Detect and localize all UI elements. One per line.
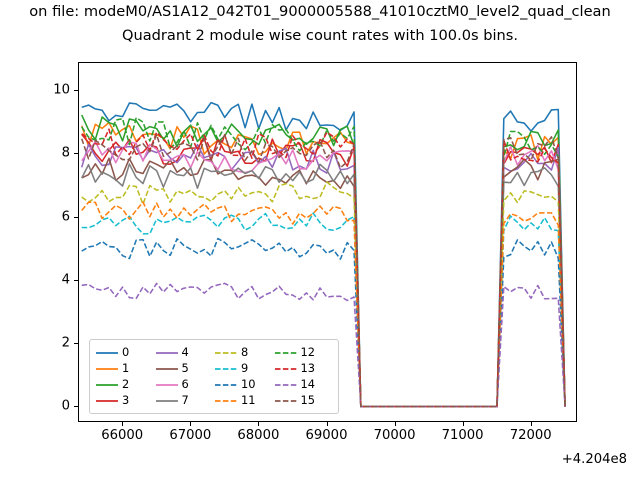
y-tick-mark: [74, 90, 78, 92]
legend-line-swatch-4: [155, 348, 178, 358]
series-canvas: [80, 101, 566, 408]
x-axis-tick-labels: 66000 67000 68000 69000 70000 71000 72000: [78, 428, 577, 450]
y-tick-mark: [74, 279, 78, 281]
y-tick-label: 2: [61, 335, 70, 351]
y-tick-label: 8: [61, 145, 70, 161]
x-tick-label: 71000: [441, 428, 484, 443]
y-axis-tick-labels: 0 2 4 6 8 10: [0, 62, 70, 422]
legend-entry-10[interactable]: 10: [215, 377, 273, 392]
legend-line-swatch-14: [274, 380, 297, 390]
y-tick-mark: [74, 405, 78, 407]
legend-label-13: 13: [300, 360, 316, 375]
legend-label-11: 11: [241, 392, 256, 407]
legend-entry-11[interactable]: 11: [215, 393, 273, 408]
legend-line-swatch-11: [215, 396, 237, 406]
legend-label-4: 4: [181, 344, 189, 359]
legend-entry-5[interactable]: 5: [155, 360, 214, 376]
legend-entry-7[interactable]: 7: [155, 392, 214, 408]
legend-line-swatch-13: [274, 364, 297, 374]
legend-line-swatch-8: [215, 348, 237, 358]
legend-label-2: 2: [122, 376, 130, 391]
legend-label-3: 3: [122, 392, 130, 407]
y-tick-mark: [74, 153, 78, 155]
x-tick-mark: [258, 422, 260, 426]
legend-line-swatch-1: [96, 364, 118, 374]
legend-label-8: 8: [241, 344, 249, 359]
x-tick-mark: [326, 422, 328, 426]
x-tick-mark: [190, 422, 192, 426]
legend-line-swatch-0: [96, 348, 118, 358]
legend-line-swatch-15: [274, 396, 297, 406]
legend-label-14: 14: [300, 376, 316, 391]
legend-line-swatch-5: [155, 364, 178, 374]
x-tick-mark: [530, 422, 532, 426]
x-tick-label: 66000: [101, 428, 144, 443]
y-tick-mark: [74, 216, 78, 218]
y-tick-label: 6: [61, 209, 70, 224]
legend-label-5: 5: [181, 360, 189, 375]
x-tick-label: 72000: [509, 428, 552, 443]
legend-entry-6[interactable]: 6: [155, 376, 214, 392]
legend-line-swatch-9: [215, 364, 237, 374]
legend-entry-14[interactable]: 14: [274, 376, 333, 392]
legend-entry-0[interactable]: 0: [96, 345, 154, 360]
legend-entry-13[interactable]: 13: [274, 360, 333, 376]
x-tick-label: 67000: [169, 428, 212, 443]
x-tick-label: 68000: [237, 428, 280, 443]
legend-line-swatch-12: [274, 348, 297, 358]
figure-suptitle: on file: modeM0/AS1A12_042T01_9000005588…: [29, 3, 611, 20]
chart-legend[interactable]: 0 1 2 3 4 5 6 7 8 9 10 11 12 13 14 15: [89, 339, 339, 414]
legend-label-0: 0: [122, 344, 130, 359]
legend-label-6: 6: [181, 376, 189, 391]
legend-label-1: 1: [122, 360, 130, 375]
legend-line-swatch-2: [96, 380, 118, 390]
legend-entry-9[interactable]: 9: [215, 361, 273, 376]
legend-line-swatch-7: [155, 396, 178, 406]
legend-label-7: 7: [181, 392, 189, 407]
legend-entry-3[interactable]: 3: [96, 393, 154, 408]
x-tick-mark: [462, 422, 464, 426]
legend-line-swatch-6: [155, 380, 178, 390]
legend-label-9: 9: [241, 360, 249, 375]
x-axis-offset-text: +4.204e8: [561, 452, 627, 467]
legend-entry-15[interactable]: 15: [274, 392, 333, 408]
y-tick-label: 10: [53, 82, 70, 98]
legend-entry-8[interactable]: 8: [215, 345, 273, 360]
legend-entry-4[interactable]: 4: [155, 344, 214, 360]
legend-entry-2[interactable]: 2: [96, 377, 154, 392]
x-tick-label: 69000: [305, 428, 348, 443]
series-line-15: [80, 133, 566, 408]
legend-entry-12[interactable]: 12: [274, 344, 333, 360]
x-tick-mark: [394, 422, 396, 426]
legend-line-swatch-3: [96, 396, 118, 406]
x-tick-label: 70000: [373, 428, 416, 443]
legend-label-15: 15: [300, 392, 316, 407]
legend-line-swatch-10: [215, 380, 237, 390]
legend-entry-1[interactable]: 1: [96, 361, 154, 376]
x-tick-mark: [122, 422, 124, 426]
y-tick-mark: [74, 342, 78, 344]
axes-title: Quadrant 2 module wise count rates with …: [121, 27, 519, 44]
legend-label-10: 10: [241, 376, 256, 391]
y-tick-label: 4: [61, 272, 70, 287]
legend-label-12: 12: [300, 344, 316, 359]
y-tick-label: 0: [61, 398, 70, 414]
